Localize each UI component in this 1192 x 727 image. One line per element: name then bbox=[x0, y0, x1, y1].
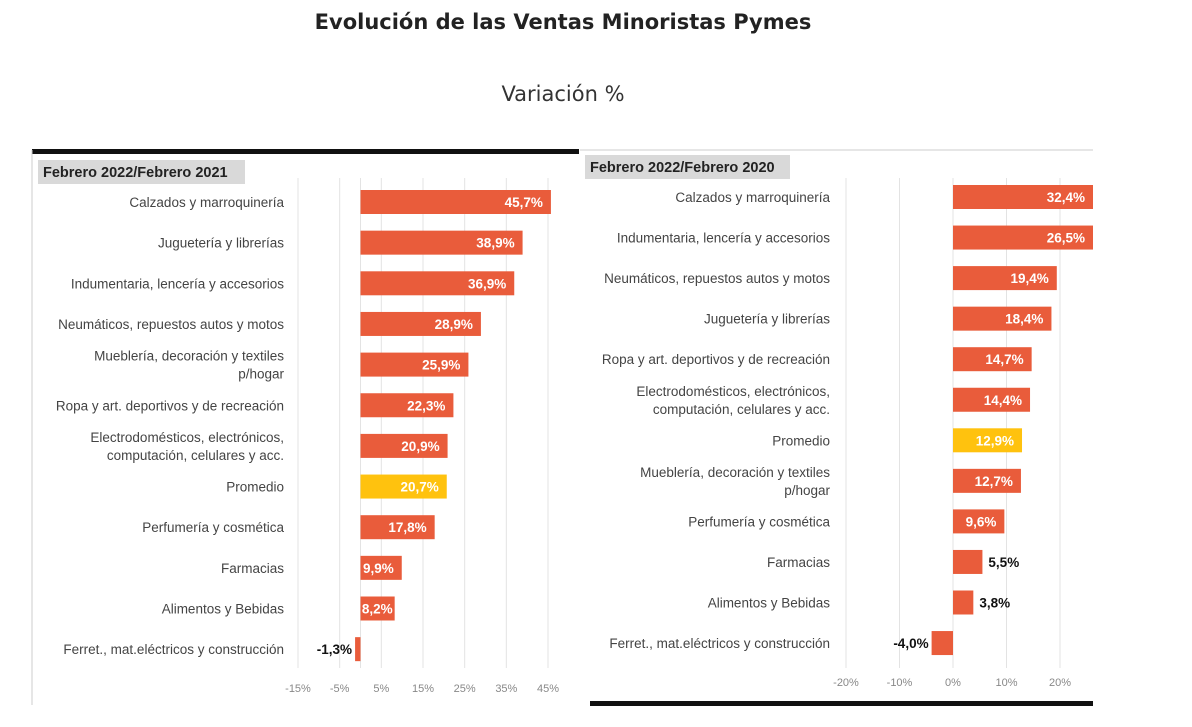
category-label: p/hogar bbox=[784, 483, 830, 498]
data-label: 28,9% bbox=[435, 317, 473, 332]
data-label: 20,9% bbox=[401, 439, 439, 454]
category-label: Perfumería y cosmética bbox=[688, 514, 830, 529]
x-tick-label: 15% bbox=[412, 683, 434, 695]
x-tick-label: 5% bbox=[373, 683, 389, 695]
data-label: 36,9% bbox=[468, 276, 506, 291]
data-label: 18,4% bbox=[1005, 312, 1043, 327]
bar bbox=[953, 225, 1093, 250]
data-label: 17,8% bbox=[388, 520, 426, 535]
data-label: 32,4% bbox=[1047, 190, 1085, 205]
x-tick-label: -20% bbox=[833, 677, 859, 689]
bar bbox=[953, 266, 1057, 291]
data-label: 12,7% bbox=[975, 474, 1013, 489]
bar bbox=[953, 347, 1032, 372]
data-label: 14,7% bbox=[985, 352, 1023, 367]
category-label: Alimentos y Bebidas bbox=[708, 596, 831, 611]
category-label: Juguetería y librerías bbox=[704, 312, 830, 327]
data-label: 9,6% bbox=[966, 514, 997, 529]
bar bbox=[360, 190, 551, 214]
bar bbox=[355, 637, 361, 662]
bar bbox=[360, 311, 481, 336]
bar bbox=[953, 468, 1021, 493]
data-label: 14,4% bbox=[984, 393, 1022, 408]
bar bbox=[360, 393, 454, 418]
bar bbox=[953, 306, 1052, 331]
category-label: computación, celulares y acc. bbox=[653, 402, 830, 417]
category-label: Farmacias bbox=[767, 555, 830, 570]
category-label: Neumáticos, repuestos autos y motos bbox=[604, 271, 830, 286]
x-tick-label: 25% bbox=[454, 683, 476, 695]
category-label: Promedio bbox=[226, 480, 284, 495]
x-tick-label: 0% bbox=[945, 677, 961, 689]
data-label: -1,3% bbox=[317, 642, 352, 657]
data-label: 25,9% bbox=[422, 358, 460, 373]
data-label: 26,5% bbox=[1047, 231, 1085, 246]
chart-1: Febrero 2022/Febrero 2021 -15% -5% 5% 15% 25%… bbox=[38, 160, 559, 695]
bar bbox=[953, 590, 974, 615]
category-label: Indumentaria, lencería y accesorios bbox=[617, 231, 830, 246]
category-label: Perfumería y cosmética bbox=[142, 520, 284, 535]
category-label: Neumáticos, repuestos autos y motos bbox=[58, 317, 284, 332]
category-label: Electrodomésticos, electrónicos, bbox=[90, 430, 284, 445]
bar bbox=[360, 230, 523, 255]
data-label: 45,7% bbox=[505, 195, 543, 210]
panel-bottom-bar bbox=[590, 701, 1093, 706]
category-label: Ropa y art. deportivos y de recreación bbox=[56, 398, 284, 413]
bar bbox=[953, 509, 1005, 534]
category-label: Indumentaria, lencería y accesorios bbox=[71, 276, 284, 291]
category-label: Calzados y marroquinería bbox=[129, 195, 284, 210]
category-label: computación, celulares y acc. bbox=[107, 448, 284, 463]
category-label: Ferret., mat.eléctricos y construcción bbox=[609, 636, 830, 651]
chart-title-bg bbox=[585, 155, 790, 179]
x-tick-label: -10% bbox=[887, 677, 913, 689]
category-label: Ferret., mat.eléctricos y construcción bbox=[63, 642, 284, 657]
bar bbox=[360, 596, 395, 621]
data-label: 5,5% bbox=[988, 555, 1019, 570]
data-label: 8,2% bbox=[362, 602, 393, 617]
x-tick-label: -5% bbox=[330, 683, 350, 695]
category-label: p/hogar bbox=[238, 367, 284, 382]
category-label: Ropa y art. deportivos y de recreación bbox=[602, 352, 830, 367]
category-label: Juguetería y librerías bbox=[158, 236, 284, 251]
bar bbox=[360, 555, 402, 580]
bar bbox=[360, 352, 469, 377]
category-label: Farmacias bbox=[221, 561, 284, 576]
category-label: Mueblería, decoración y textiles bbox=[94, 349, 284, 364]
category-label: Electrodomésticos, electrónicos, bbox=[636, 384, 830, 399]
category-label: Promedio bbox=[772, 433, 830, 448]
bar bbox=[931, 631, 953, 656]
chart-title: Febrero 2022/Febrero 2020 bbox=[590, 160, 775, 176]
data-label: 19,4% bbox=[1011, 271, 1049, 286]
x-tick-label: 20% bbox=[1049, 677, 1071, 689]
x-tick-label: -15% bbox=[285, 683, 311, 695]
bar bbox=[360, 474, 447, 499]
x-tick-label: 10% bbox=[995, 677, 1017, 689]
data-label: 9,9% bbox=[363, 561, 394, 576]
data-label: 20,7% bbox=[400, 480, 438, 495]
chart-2: Febrero 2022/Febrero 2020 -20% -10% 0% 10% 20… bbox=[585, 155, 1093, 689]
page-subtitle: Variación % bbox=[501, 82, 625, 106]
x-tick-label: 45% bbox=[537, 683, 559, 695]
chart-title: Febrero 2022/Febrero 2021 bbox=[43, 165, 228, 181]
bar bbox=[953, 185, 1093, 209]
bar bbox=[360, 515, 435, 540]
category-label: Alimentos y Bebidas bbox=[162, 602, 285, 617]
bar bbox=[953, 428, 1023, 453]
bar bbox=[953, 387, 1031, 412]
chart-title-bg bbox=[38, 160, 245, 184]
page-title: Evolución de las Ventas Minoristas Pymes bbox=[314, 10, 812, 34]
category-label: Calzados y marroquinería bbox=[675, 190, 830, 205]
bar bbox=[360, 271, 515, 296]
data-label: 38,9% bbox=[476, 236, 514, 251]
panel-top-bar bbox=[32, 149, 579, 154]
bar bbox=[360, 433, 448, 458]
category-label: Mueblería, decoración y textiles bbox=[640, 465, 830, 480]
data-label: 3,8% bbox=[979, 596, 1010, 611]
data-label: 12,9% bbox=[976, 433, 1014, 448]
x-tick-label: 35% bbox=[495, 683, 517, 695]
data-label: 22,3% bbox=[407, 398, 445, 413]
bar bbox=[953, 549, 983, 574]
data-label: -4,0% bbox=[893, 636, 928, 651]
